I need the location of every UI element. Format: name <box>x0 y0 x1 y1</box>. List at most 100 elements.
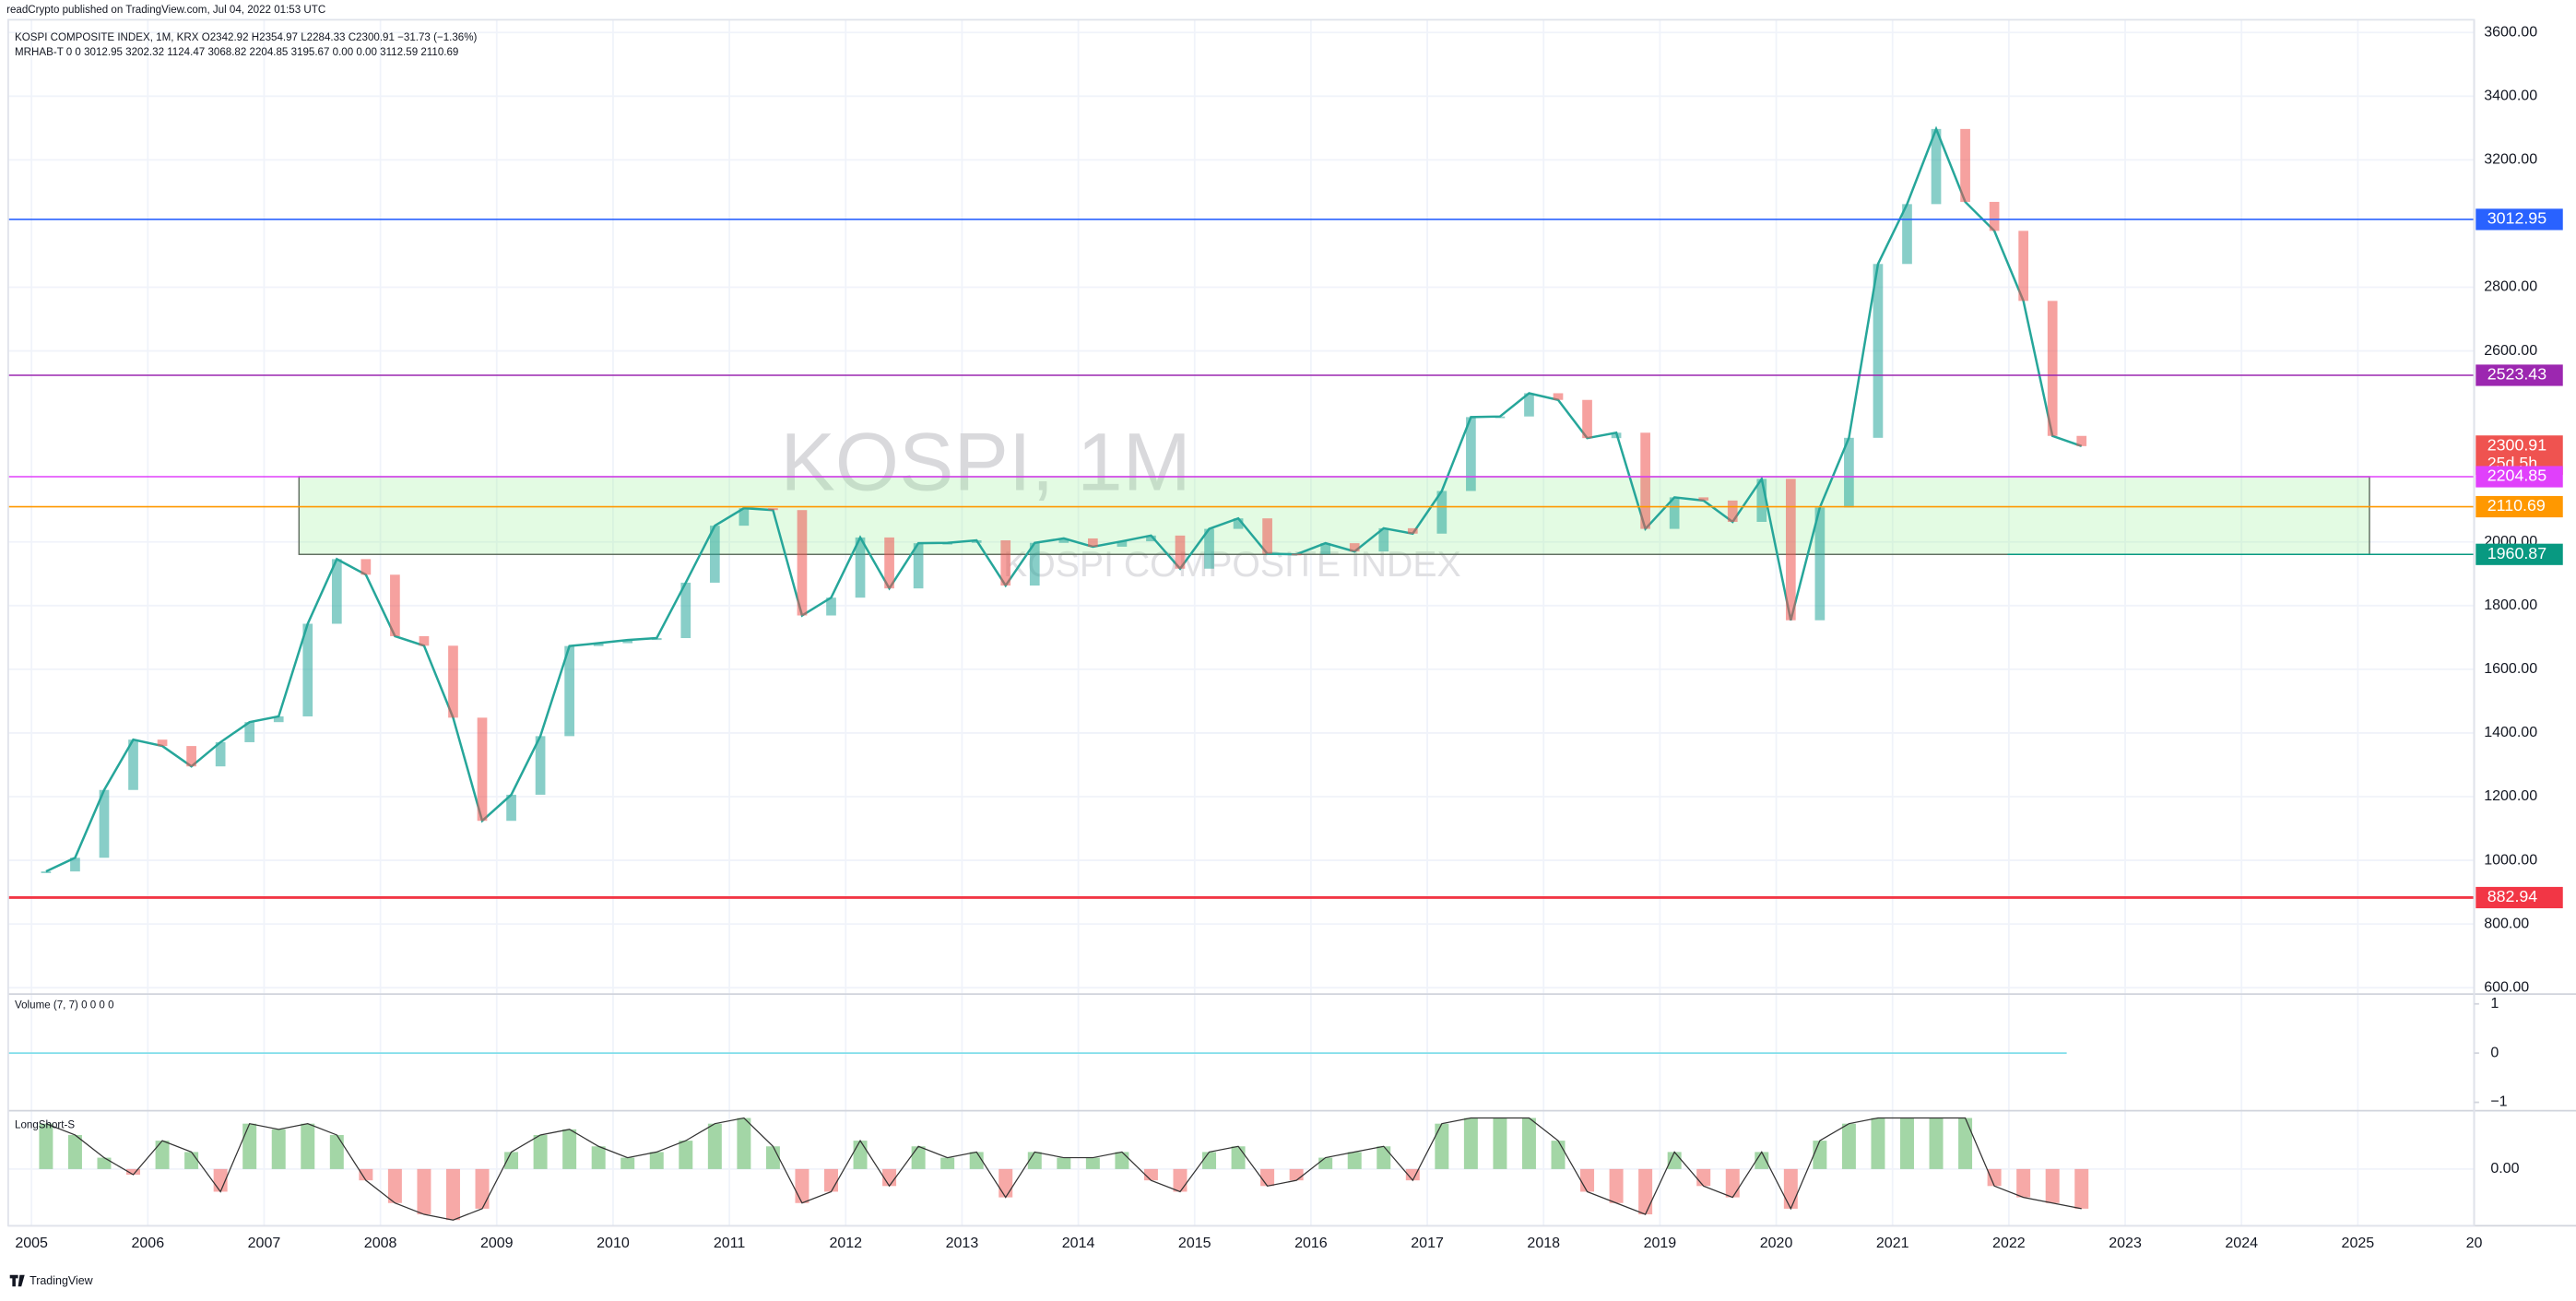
volume-tick-label: −1 <box>2490 1094 2507 1110</box>
oscillator-bar <box>591 1146 606 1169</box>
oscillator-bar <box>126 1168 141 1176</box>
candle <box>1902 204 1912 265</box>
watermark: KOSPI, 1M <box>780 415 1191 507</box>
oscillator-bar <box>1085 1157 1100 1169</box>
oscillator-bar <box>1260 1168 1275 1187</box>
oscillator-bar <box>504 1152 519 1169</box>
oscillator-bar <box>1755 1152 1769 1169</box>
brand: TradingView <box>30 1274 94 1287</box>
candle <box>99 789 110 858</box>
oscillator-bar <box>1377 1146 1391 1169</box>
candle <box>1407 527 1418 534</box>
oscillator-bar <box>1958 1118 1973 1169</box>
candle <box>1640 432 1650 529</box>
oscillator-bar <box>184 1152 199 1169</box>
oscillator-bar <box>97 1157 112 1169</box>
candle <box>1698 497 1709 501</box>
price-label: 3012.95 <box>2487 209 2546 228</box>
price-label-bg <box>2476 495 2563 518</box>
price-label-bg <box>2476 886 2563 909</box>
candle <box>331 559 342 624</box>
candle <box>535 736 546 795</box>
oscillator-bar <box>1231 1146 1246 1169</box>
candle <box>41 871 52 873</box>
price-label-bg <box>2476 543 2563 565</box>
oscillator-bar <box>765 1146 780 1169</box>
oscillator-bar <box>940 1157 955 1169</box>
x-tick-label: 2007 <box>248 1235 281 1251</box>
x-tick-label: 2019 <box>1644 1235 1677 1251</box>
candle <box>739 508 750 526</box>
oscillator-bar <box>1725 1168 1740 1198</box>
oscillator-bar <box>301 1123 315 1169</box>
candle <box>1960 128 1970 202</box>
candle <box>70 857 80 872</box>
oscillator-bar <box>1841 1123 1856 1169</box>
x-tick-label: 2005 <box>15 1235 48 1251</box>
x-tick-label: 2015 <box>1178 1235 1211 1251</box>
oscillator-bar <box>155 1141 170 1169</box>
x-tick-label: 2010 <box>597 1235 630 1251</box>
price-label: 882.94 <box>2487 887 2538 905</box>
candle <box>2018 231 2028 302</box>
oscillator-bar <box>2074 1168 2089 1209</box>
frame <box>7 18 2476 1227</box>
oscillator-bar <box>1173 1168 1188 1192</box>
price-label: 2110.69 <box>2487 496 2546 514</box>
candle <box>1349 543 1360 552</box>
candle <box>1553 393 1564 400</box>
y-tick-label: 3600.00 <box>2484 23 2537 40</box>
candle <box>360 559 372 575</box>
y-tick-label: 1000.00 <box>2484 851 2537 868</box>
candle <box>2076 435 2087 446</box>
x-tick-label: 2024 <box>2225 1235 2258 1251</box>
volume-tick-label: 0 <box>2490 1044 2499 1060</box>
oscillator-bar <box>1696 1168 1711 1187</box>
oscillator-bar <box>998 1168 1013 1198</box>
y-tick-label: 1200.00 <box>2484 787 2537 804</box>
candle <box>971 540 982 543</box>
candle <box>1262 518 1272 554</box>
candle <box>797 510 808 616</box>
oscillator-bar <box>1463 1118 1478 1169</box>
candle <box>1524 393 1534 417</box>
oscillator-bar <box>911 1146 926 1169</box>
candle <box>1873 264 1884 438</box>
candle <box>1727 500 1738 522</box>
oscillator-bar <box>1813 1141 1827 1169</box>
oscillator-bar <box>1638 1168 1653 1215</box>
candle <box>244 722 255 742</box>
oscillator-bar <box>2045 1168 2060 1203</box>
y-tick-label: 1600.00 <box>2484 660 2537 677</box>
oscillator-bar <box>1202 1152 1217 1169</box>
y-tick-label: 3200.00 <box>2484 151 2537 168</box>
oscillator-bar <box>1551 1141 1566 1169</box>
candle <box>622 640 633 644</box>
candle <box>593 643 604 646</box>
y-tick-label: 600.00 <box>2484 978 2529 995</box>
y-tick-label: 2800.00 <box>2484 278 2537 295</box>
candle <box>680 582 691 639</box>
grid-layer <box>7 19 2476 1226</box>
x-tick-label: 2022 <box>1992 1235 2026 1251</box>
candle <box>1146 535 1156 542</box>
oscillator-bar <box>620 1157 635 1169</box>
candle <box>1058 538 1069 543</box>
symbol-legend: KOSPI COMPOSITE INDEX, 1M, KRX O2342.92 … <box>15 32 477 43</box>
price-label: 2523.43 <box>2487 365 2546 384</box>
oscillator-bar <box>329 1134 344 1169</box>
candle <box>1117 541 1128 547</box>
candle <box>942 542 953 545</box>
candle <box>1291 553 1302 556</box>
candle <box>1233 518 1244 529</box>
oscillator-bar <box>1929 1118 1944 1169</box>
oscillator-bar <box>737 1118 751 1169</box>
oscillator-bar <box>1318 1157 1333 1169</box>
oscillator-legend: LongShort-S <box>15 1120 75 1131</box>
candle <box>128 739 138 790</box>
x-tick-label: 2006 <box>131 1235 164 1251</box>
oscillator-bar <box>1405 1168 1420 1181</box>
x-tick-label: 2008 <box>364 1235 397 1251</box>
candle <box>709 526 720 583</box>
